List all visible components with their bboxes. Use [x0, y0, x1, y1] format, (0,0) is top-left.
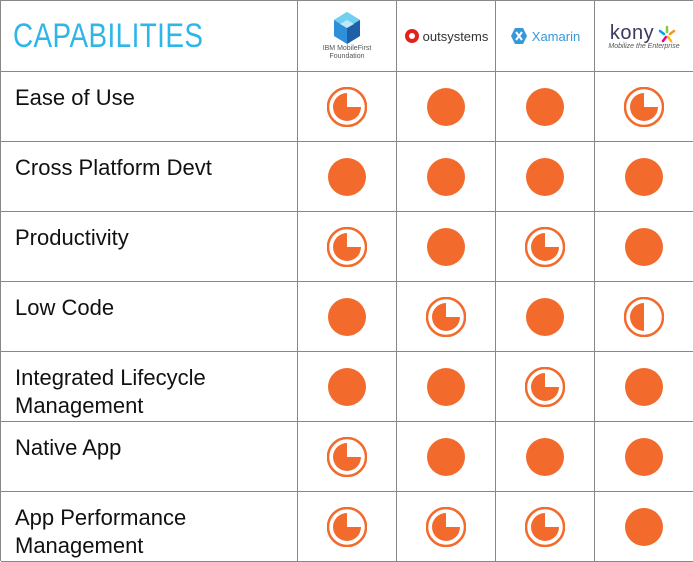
- rating-half-circle: [624, 296, 664, 337]
- rating-full-circle: [427, 367, 465, 406]
- kony-name: kony: [609, 22, 655, 44]
- rating-cell-xamarin: [496, 142, 595, 212]
- rating-full-circle: [328, 367, 366, 406]
- kony-logo-icon: [658, 25, 676, 42]
- rating-cell-kony: [595, 142, 693, 212]
- rating-cell-ibm: [298, 352, 397, 422]
- rating-cell-ibm: [298, 422, 397, 492]
- ibm-label: IBM MobileFirst Foundation: [323, 45, 372, 61]
- outsystems-name: outsystems: [422, 28, 489, 44]
- rating-full-circle: [526, 157, 564, 196]
- outsystems-logo: outsystems: [404, 28, 489, 44]
- rating-cell-outsystems: [397, 142, 496, 212]
- ibm-mobilefirst-logo-icon: [334, 12, 360, 44]
- rating-full-circle: [526, 437, 564, 476]
- rating-full-circle: [625, 367, 663, 406]
- rating-full-circle: [625, 507, 663, 546]
- rating-full-circle: [427, 157, 465, 196]
- xamarin-name: Xamarin: [531, 28, 581, 44]
- rating-cell-outsystems: [397, 282, 496, 352]
- rating-full-circle: [625, 227, 663, 266]
- vendor-header-outsystems: outsystems: [397, 1, 496, 72]
- title-text: CAPABILITIES: [13, 16, 204, 55]
- rating-full-circle: [427, 437, 465, 476]
- rating-cell-xamarin: [496, 72, 595, 142]
- rating-three-quarter-circle: [327, 86, 367, 127]
- rating-three-quarter-circle: [624, 86, 664, 127]
- rating-cell-ibm: [298, 142, 397, 212]
- vendor-header-kony: kony Mobilize the Enterprise: [595, 1, 693, 72]
- rating-cell-outsystems: [397, 352, 496, 422]
- xamarin-logo: Xamarin: [510, 27, 580, 45]
- rating-cell-kony: [595, 212, 693, 282]
- rating-full-circle: [328, 157, 366, 196]
- vendor-header-xamarin: Xamarin: [496, 1, 595, 72]
- rating-cell-outsystems: [397, 422, 496, 492]
- capability-label: Integrated Lifecycle Management: [1, 352, 298, 422]
- rating-cell-ibm: [298, 212, 397, 282]
- rating-full-circle: [625, 437, 663, 476]
- rating-full-circle: [625, 157, 663, 196]
- rating-full-circle: [427, 87, 465, 126]
- rating-three-quarter-circle: [327, 506, 367, 547]
- rating-three-quarter-circle: [525, 506, 565, 547]
- rating-cell-kony: [595, 492, 693, 562]
- ibm-label-line2: Foundation: [329, 53, 365, 60]
- rating-three-quarter-circle: [426, 506, 466, 547]
- rating-full-circle: [526, 297, 564, 336]
- rating-three-quarter-circle: [426, 296, 466, 337]
- rating-cell-xamarin: [496, 282, 595, 352]
- vendor-header-ibm: IBM MobileFirst Foundation: [298, 1, 397, 72]
- rating-full-circle: [328, 297, 366, 336]
- outsystems-logo-icon: [404, 29, 419, 43]
- capability-label: App Performance Management: [1, 492, 298, 562]
- rating-cell-outsystems: [397, 492, 496, 562]
- rating-cell-xamarin: [496, 422, 595, 492]
- capability-label: Native App: [1, 422, 298, 492]
- capability-label: Ease of Use: [1, 72, 298, 142]
- capability-label: Low Code: [1, 282, 298, 352]
- rating-cell-kony: [595, 352, 693, 422]
- kony-tagline: Mobilize the Enterprise: [608, 43, 680, 50]
- rating-three-quarter-circle: [327, 436, 367, 477]
- rating-cell-ibm: [298, 492, 397, 562]
- rating-cell-ibm: [298, 282, 397, 352]
- rating-full-circle: [526, 87, 564, 126]
- rating-cell-kony: [595, 422, 693, 492]
- rating-cell-kony: [595, 282, 693, 352]
- xamarin-logo-icon: [510, 28, 527, 44]
- ibm-label-line1: IBM MobileFirst: [322, 45, 372, 52]
- rating-three-quarter-circle: [525, 226, 565, 267]
- rating-cell-kony: [595, 72, 693, 142]
- rating-three-quarter-circle: [327, 226, 367, 267]
- rating-cell-xamarin: [496, 492, 595, 562]
- rating-cell-outsystems: [397, 72, 496, 142]
- rating-cell-xamarin: [496, 352, 595, 422]
- capability-label: Cross Platform Devt: [1, 142, 298, 212]
- rating-full-circle: [427, 227, 465, 266]
- rating-cell-ibm: [298, 72, 397, 142]
- table-title: CAPABILITIES: [1, 1, 298, 72]
- rating-cell-outsystems: [397, 212, 496, 282]
- rating-three-quarter-circle: [525, 366, 565, 407]
- kony-logo: kony: [610, 22, 678, 45]
- rating-cell-xamarin: [496, 212, 595, 282]
- capability-label: Productivity: [1, 212, 298, 282]
